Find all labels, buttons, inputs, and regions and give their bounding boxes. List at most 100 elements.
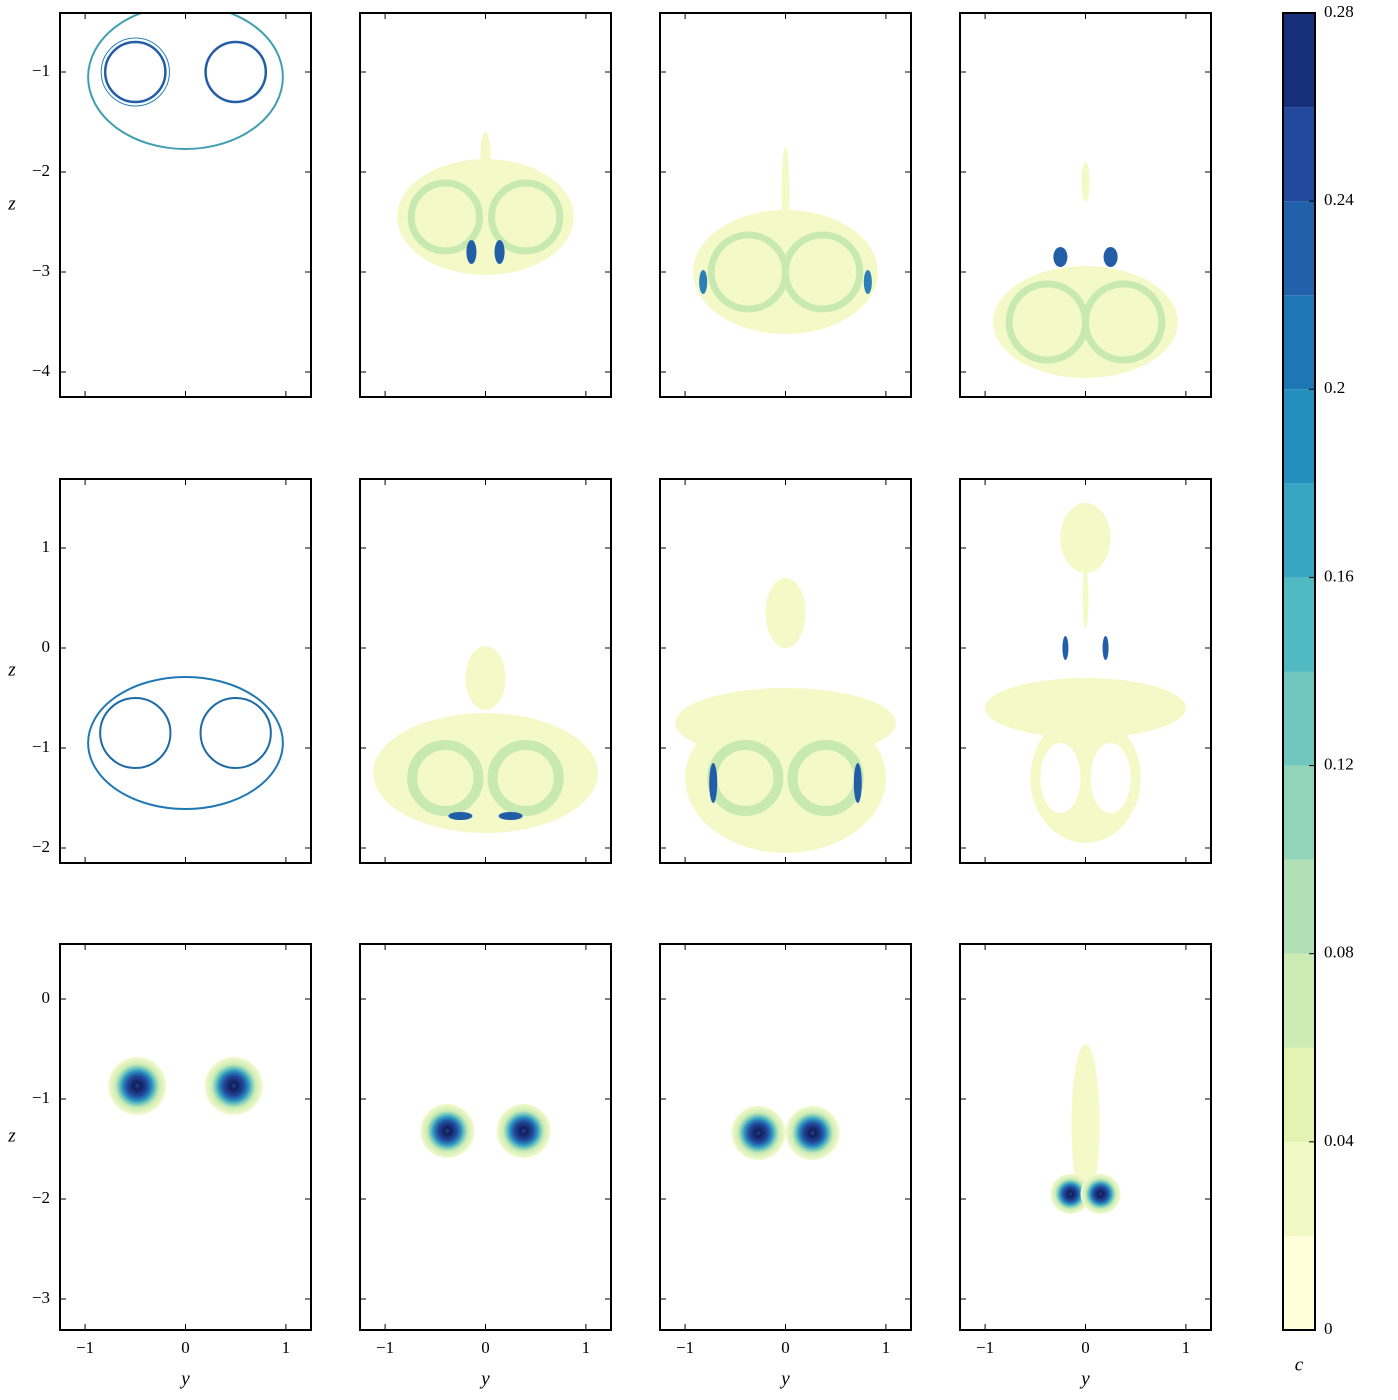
field [993, 162, 1178, 378]
contour-fill [853, 763, 862, 803]
contour-spot [731, 1105, 786, 1161]
y-tick-label: 0 [42, 637, 51, 656]
contour-fill [1102, 636, 1109, 660]
colorbar-tick-label: 0.2 [1324, 378, 1345, 397]
contour-fill [466, 240, 477, 264]
contour-fill [985, 678, 1186, 738]
contour-fill [498, 812, 523, 820]
y-tick-label: −2 [32, 837, 50, 856]
contour-fill [1090, 743, 1131, 813]
contour-fill [465, 646, 506, 710]
y-tick-label: −3 [32, 1288, 50, 1307]
field [675, 578, 896, 853]
x-tick-label: −1 [76, 1338, 94, 1357]
axes-frame [59, 478, 312, 864]
colorbar-band [1283, 1235, 1315, 1330]
contour-fill [1082, 568, 1089, 628]
contour-fill [373, 713, 598, 833]
x-axis-label: y [1079, 1368, 1090, 1389]
field [397, 132, 574, 275]
colorbar-label: c [1295, 1354, 1304, 1375]
y-tick-label: −3 [32, 261, 50, 280]
colorbar-band [1283, 1047, 1315, 1142]
contour-fill [1071, 1044, 1100, 1204]
field [420, 1103, 551, 1159]
x-tick-label: −1 [376, 1338, 394, 1357]
field [693, 147, 878, 334]
field [373, 646, 598, 833]
contour-spot [496, 1103, 551, 1159]
colorbar-band [1283, 107, 1315, 202]
colorbar-tick-label: 0.08 [1324, 943, 1354, 962]
x-tick-label: 0 [481, 1338, 490, 1357]
field [87, 676, 284, 810]
contour-fill [781, 147, 790, 237]
contour-fill [1053, 247, 1068, 267]
colorbar-tick-label: 0.04 [1324, 1131, 1354, 1150]
colorbar-band [1283, 953, 1315, 1048]
axes-frame [659, 943, 912, 1331]
x-tick-label: −1 [976, 1338, 994, 1357]
contour-ring [87, 676, 284, 810]
colorbar-frame [1282, 12, 1316, 1331]
y-tick-label: −2 [32, 1188, 50, 1207]
y-axis-label: z [7, 659, 16, 680]
colorbar-band [1283, 201, 1315, 296]
contour-ring [199, 697, 272, 769]
contour-fill [709, 763, 718, 803]
contour-ring [87, 13, 284, 150]
colorbar-band [1283, 765, 1315, 860]
contour-fill [699, 270, 708, 294]
axes-frame [59, 12, 312, 398]
x-tick-label: 1 [582, 1338, 591, 1357]
colorbar-tick-label: 0.24 [1324, 190, 1354, 209]
x-axis-label: y [479, 1368, 490, 1389]
y-tick-label: −1 [32, 61, 50, 80]
contour-fill [448, 812, 473, 820]
x-tick-label: 1 [882, 1338, 891, 1357]
colorbar-tick-label: 0.16 [1324, 566, 1354, 585]
contour-ring [488, 179, 564, 255]
x-tick-label: 1 [282, 1338, 291, 1357]
field [1050, 1044, 1121, 1215]
x-axis-label: y [179, 1368, 190, 1389]
field [985, 503, 1186, 843]
contour-ring [103, 40, 167, 104]
field [108, 1056, 263, 1116]
contour-spot [1050, 1173, 1091, 1215]
x-tick-label: 0 [181, 1338, 190, 1357]
contour-ring [1082, 280, 1166, 364]
contour-fill [1081, 162, 1090, 202]
colorbar-band [1283, 859, 1315, 954]
colorbar-band [1283, 1141, 1315, 1236]
contour-spot [420, 1103, 475, 1159]
contour-spot [204, 1056, 263, 1116]
y-tick-label: −2 [32, 161, 50, 180]
x-tick-label: 0 [1081, 1338, 1090, 1357]
y-tick-label: −4 [32, 361, 51, 380]
y-axis-label: z [7, 193, 16, 214]
x-axis-label: y [779, 1368, 790, 1389]
contour-fill [397, 159, 574, 275]
contour-fill [863, 270, 872, 294]
contour-ring [204, 40, 268, 104]
contour-ring [782, 231, 864, 313]
contour-fill [685, 703, 886, 853]
contour-fill [494, 240, 505, 264]
axes-frame [59, 943, 312, 1331]
contour-ring [407, 740, 484, 816]
contour-spot [1080, 1173, 1121, 1215]
colorbar-band [1283, 295, 1315, 390]
contour-fill [1040, 743, 1081, 813]
contour-ring [100, 37, 170, 107]
field [731, 1105, 840, 1161]
x-tick-label: −1 [676, 1338, 694, 1357]
colorbar-band [1283, 13, 1315, 108]
contour-fill [480, 132, 491, 172]
colorbar-band [1283, 483, 1315, 578]
colorbar-band [1283, 671, 1315, 766]
contour-ring [99, 697, 172, 769]
y-axis-label: z [7, 1125, 16, 1146]
colorbar-tick-label: 0.12 [1324, 754, 1354, 773]
